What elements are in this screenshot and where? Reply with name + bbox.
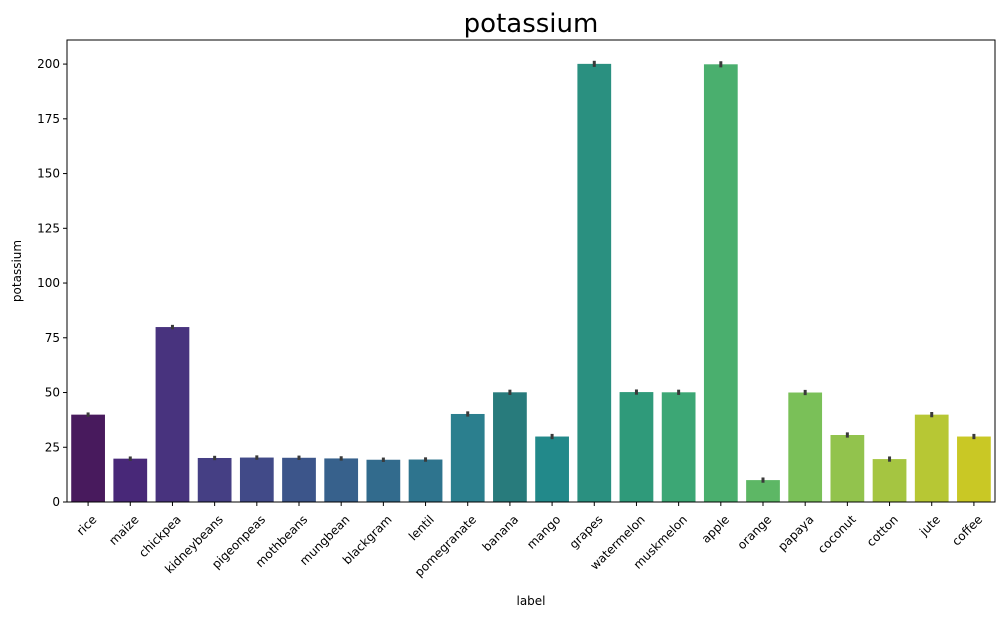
x-tick-label: rice — [74, 512, 100, 538]
y-tick-label: 175 — [37, 112, 60, 126]
bar-chickpea — [155, 327, 190, 502]
x-tick-label: banana — [480, 512, 522, 554]
y-tick-label: 125 — [37, 221, 60, 235]
x-tick-label: papaya — [775, 512, 816, 553]
bar-mothbeans — [282, 457, 316, 502]
bar-pigeonpeas — [239, 457, 274, 502]
bar-jute — [914, 414, 949, 502]
x-tick-label: mango — [524, 512, 563, 551]
bar-cotton — [872, 459, 907, 502]
bar-mungbean — [324, 458, 359, 502]
x-tick-label: orange — [735, 512, 775, 552]
bars-group — [71, 63, 991, 503]
y-tick-label: 50 — [45, 386, 60, 400]
x-tick-label: coffee — [949, 512, 985, 548]
y-tick-label: 200 — [37, 57, 60, 71]
bar-muskmelon — [661, 392, 696, 502]
y-tick-label: 150 — [37, 167, 60, 181]
bar-coconut — [830, 435, 865, 502]
y-tick-label: 0 — [52, 495, 60, 509]
y-axis-ticks: 0 25 50 75 100 125 150 175 200 — [37, 57, 67, 509]
bar-pomegranate — [450, 413, 485, 502]
y-tick-label: 25 — [45, 440, 60, 454]
x-tick-label: jute — [916, 512, 943, 539]
bar-apple — [703, 64, 738, 503]
bar-grapes — [577, 63, 612, 503]
x-tick-label: maize — [106, 512, 141, 547]
bar-rice — [71, 414, 105, 502]
x-axis-label: label — [516, 594, 545, 608]
bar-blackgram — [366, 459, 401, 502]
bar-lentil — [408, 459, 443, 502]
x-axis-ticks: rice maizechickpeakidneybeanspigeonpeasmo… — [74, 502, 985, 580]
bar-coffee — [957, 436, 991, 502]
bar-mango — [535, 436, 569, 502]
x-tick-label: lentil — [406, 512, 437, 543]
bar-watermelon — [619, 392, 654, 502]
y-axis-label: potassium — [10, 240, 24, 302]
bar-banana — [493, 392, 527, 502]
bar-maize — [113, 458, 148, 502]
bar-papaya — [788, 392, 823, 502]
plot-frame — [66, 39, 996, 503]
bar-orange — [746, 480, 780, 502]
y-tick-label: 100 — [37, 276, 60, 290]
chart-title: potassium — [464, 9, 599, 39]
x-tick-label: grapes — [567, 512, 606, 551]
y-tick-label: 75 — [45, 331, 60, 345]
bar-kidneybeans — [197, 457, 232, 502]
x-tick-label: coconut — [815, 512, 859, 556]
x-tick-label: apple — [699, 512, 732, 545]
error-bars-group — [86, 60, 976, 483]
x-tick-label: cotton — [864, 512, 901, 549]
